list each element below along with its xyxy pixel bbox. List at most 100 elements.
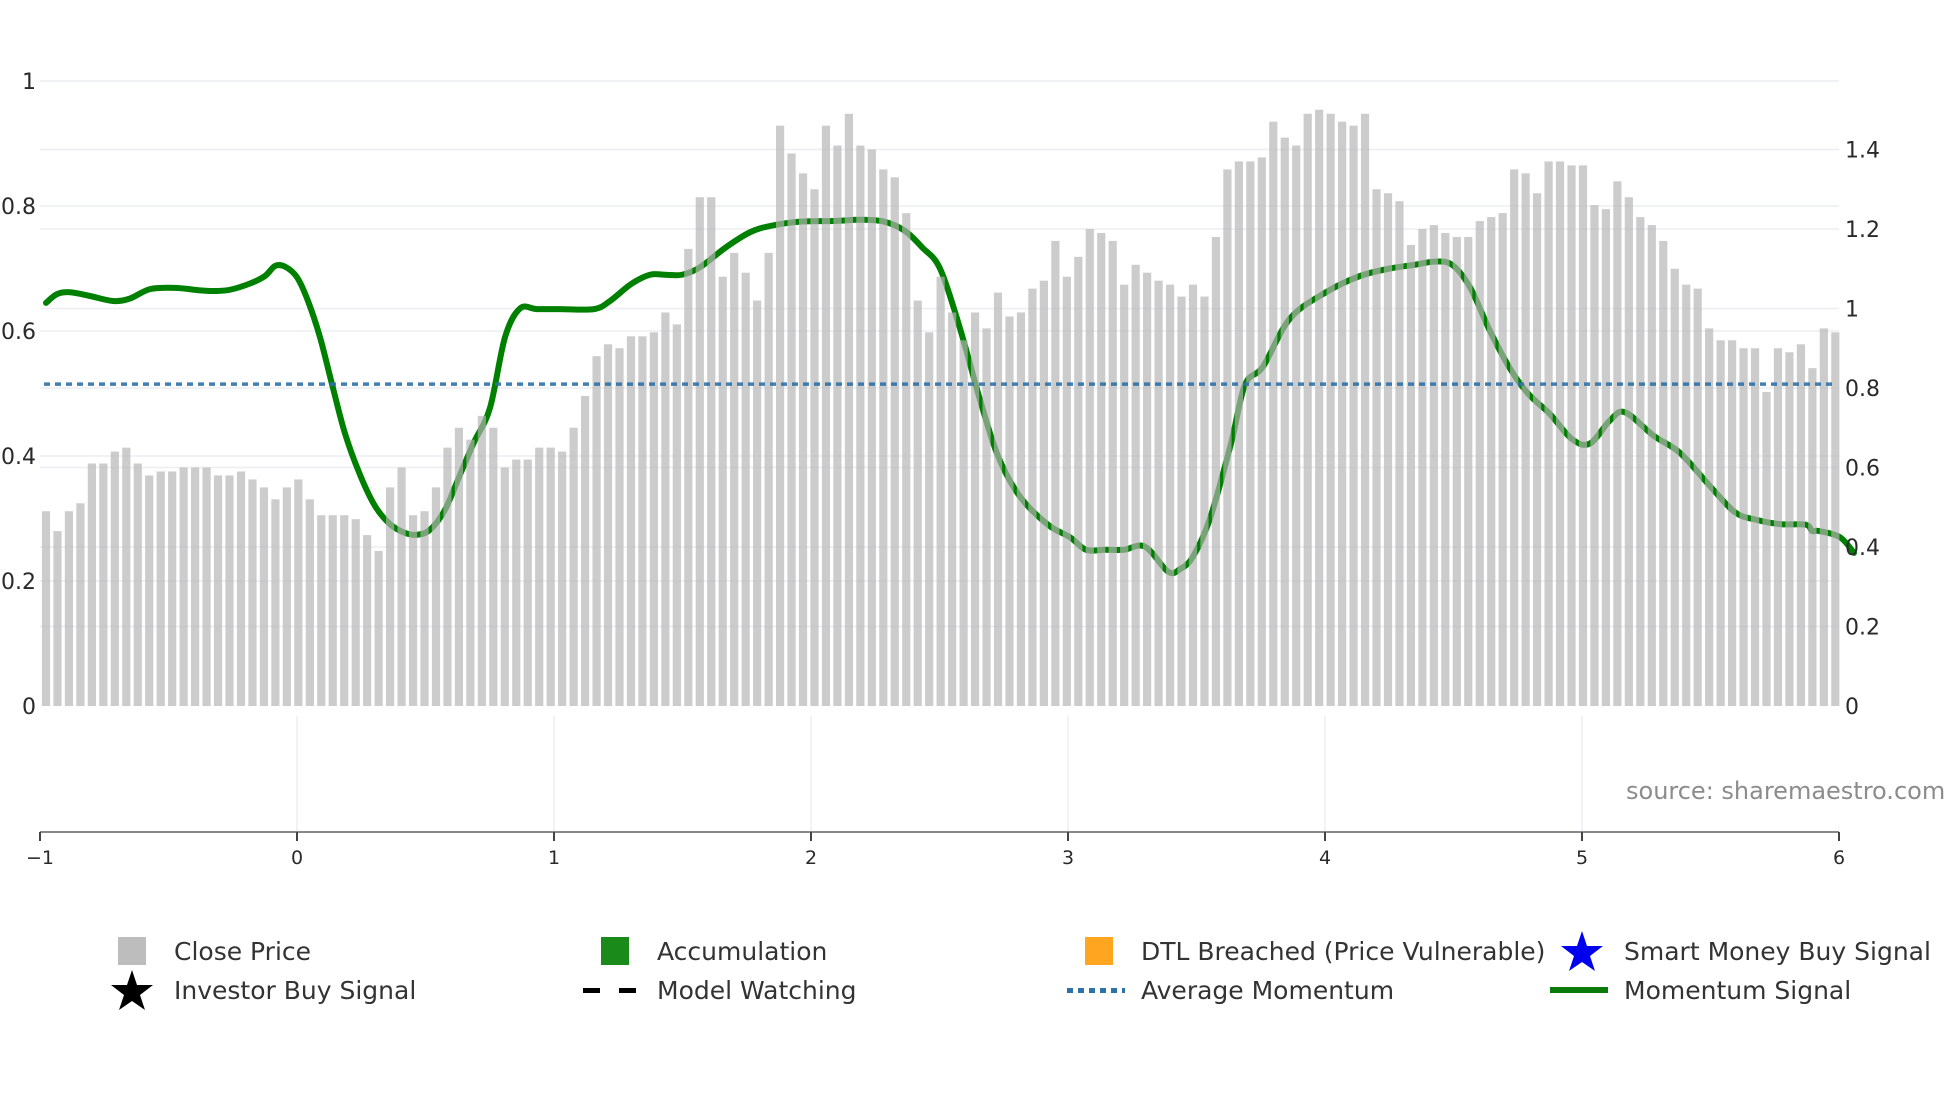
legend-item-model-watching[interactable]: Model Watching bbox=[580, 974, 857, 1006]
price-bar bbox=[603, 344, 613, 706]
blue-star-icon bbox=[1554, 931, 1610, 971]
price-bar bbox=[1498, 213, 1507, 706]
price-bar bbox=[1590, 205, 1599, 706]
legend-item-close-price[interactable]: Close Price bbox=[104, 935, 311, 967]
legend-label: Accumulation bbox=[657, 936, 828, 966]
price-bar bbox=[1200, 296, 1209, 706]
price-bar bbox=[1567, 165, 1576, 706]
price-bar bbox=[500, 467, 509, 706]
price-bar bbox=[1292, 145, 1301, 706]
price-bar bbox=[1487, 217, 1496, 706]
price-bar bbox=[993, 292, 1003, 706]
right-axis-tick-label: 0.8 bbox=[1845, 377, 1880, 402]
legend-label: DTL Breached (Price Vulnerable) bbox=[1141, 936, 1546, 966]
price-bar bbox=[1028, 288, 1037, 707]
legend-item-dtl-breached[interactable]: DTL Breached (Price Vulnerable) bbox=[1071, 935, 1545, 967]
price-bar bbox=[1796, 344, 1806, 706]
price-bar bbox=[512, 459, 521, 706]
price-bar bbox=[1165, 284, 1175, 706]
price-bar bbox=[1636, 217, 1645, 706]
source-watermark: source: sharemaestro.com bbox=[1626, 777, 1946, 805]
price-bar bbox=[592, 356, 601, 706]
dotted-line-icon bbox=[1064, 974, 1127, 1006]
x-axis-tick-label: −1 bbox=[26, 847, 54, 869]
price-bar bbox=[443, 447, 452, 707]
price-bar bbox=[1578, 165, 1588, 706]
price-bar bbox=[1108, 240, 1117, 706]
price-bar bbox=[1452, 236, 1461, 706]
legend-item-smart-money-buy-signal[interactable]: Smart Money Buy Signal bbox=[1554, 931, 1931, 971]
x-axis-tick-label: 1 bbox=[548, 847, 560, 869]
price-bar bbox=[1475, 221, 1484, 707]
price-bar bbox=[1785, 352, 1794, 706]
price-bar bbox=[890, 177, 899, 706]
price-bar bbox=[1039, 280, 1048, 706]
price-bar bbox=[764, 252, 773, 706]
legend-item-momentum-signal[interactable]: Momentum Signal bbox=[1547, 974, 1851, 1006]
price-bar bbox=[1143, 272, 1152, 706]
price-bar bbox=[225, 475, 234, 706]
price-bar bbox=[1464, 236, 1473, 706]
dashed-line-icon bbox=[580, 974, 643, 1006]
price-bar bbox=[867, 149, 876, 706]
chart-legend: Close Price Accumulation DTL Breached (P… bbox=[0, 925, 1960, 1015]
price-bar bbox=[41, 511, 51, 707]
price-bar bbox=[1131, 264, 1140, 706]
price-bar bbox=[1762, 391, 1771, 706]
price-bar bbox=[638, 336, 647, 706]
price-bar bbox=[810, 189, 819, 706]
price-bar bbox=[248, 479, 257, 706]
price-bar bbox=[1555, 161, 1565, 707]
price-bar bbox=[615, 348, 624, 706]
x-axis-tick-label: 3 bbox=[1062, 847, 1074, 869]
price-bar bbox=[156, 471, 165, 706]
close-price-bars bbox=[41, 109, 1840, 707]
legend-item-average-momentum[interactable]: Average Momentum bbox=[1064, 974, 1394, 1006]
price-bar bbox=[1395, 201, 1404, 706]
price-bar bbox=[1510, 169, 1519, 707]
right-axis-tick-label: 0.6 bbox=[1845, 457, 1880, 482]
price-bar bbox=[546, 447, 555, 707]
price-bar bbox=[902, 213, 911, 706]
price-bar bbox=[1819, 328, 1828, 707]
price-bar bbox=[1188, 284, 1198, 706]
price-bar bbox=[1051, 240, 1060, 706]
solid-line-icon bbox=[1547, 974, 1610, 1006]
x-axis-tick-label: 4 bbox=[1319, 847, 1331, 869]
price-bar bbox=[87, 463, 96, 706]
price-bar bbox=[787, 153, 796, 707]
price-bar bbox=[856, 145, 865, 706]
price-bar bbox=[535, 447, 544, 707]
price-bar bbox=[741, 272, 750, 706]
price-bar bbox=[202, 467, 211, 706]
price-bar bbox=[982, 328, 991, 707]
price-bar bbox=[1544, 161, 1553, 707]
price-bar bbox=[1613, 181, 1622, 707]
price-bar bbox=[626, 336, 636, 706]
price-bar bbox=[1349, 125, 1358, 706]
legend-item-accumulation[interactable]: Accumulation bbox=[587, 935, 827, 967]
price-bar bbox=[936, 276, 945, 706]
right-axis-tick-label: 1 bbox=[1845, 298, 1859, 323]
axes: 0 0.2 0.4 0.6 0.8 1 0 0.2 0.4 0.6 0.8 1 1.2 1.4 −1 0 1 2 3… bbox=[1, 70, 1880, 869]
price-bar bbox=[408, 515, 418, 706]
price-bar bbox=[1315, 109, 1324, 706]
price-bar bbox=[282, 487, 291, 707]
legend-item-investor-buy-signal[interactable]: Investor Buy Signal bbox=[104, 970, 416, 1010]
price-bar bbox=[948, 312, 957, 706]
right-axis-tick-label: 0 bbox=[1845, 695, 1859, 720]
left-axis-tick-label: 0.4 bbox=[1, 445, 36, 470]
price-bar bbox=[271, 499, 280, 706]
price-bar bbox=[99, 463, 108, 706]
price-bar bbox=[351, 519, 360, 706]
price-bar bbox=[1601, 209, 1611, 707]
price-bar bbox=[294, 479, 303, 706]
price-bar bbox=[1670, 268, 1679, 706]
price-bar bbox=[1360, 113, 1370, 707]
price-bar bbox=[684, 248, 693, 706]
price-bar bbox=[168, 471, 177, 706]
price-bar bbox=[397, 467, 406, 706]
right-axis-tick-label: 0.2 bbox=[1845, 616, 1880, 641]
price-bar bbox=[1223, 169, 1232, 707]
